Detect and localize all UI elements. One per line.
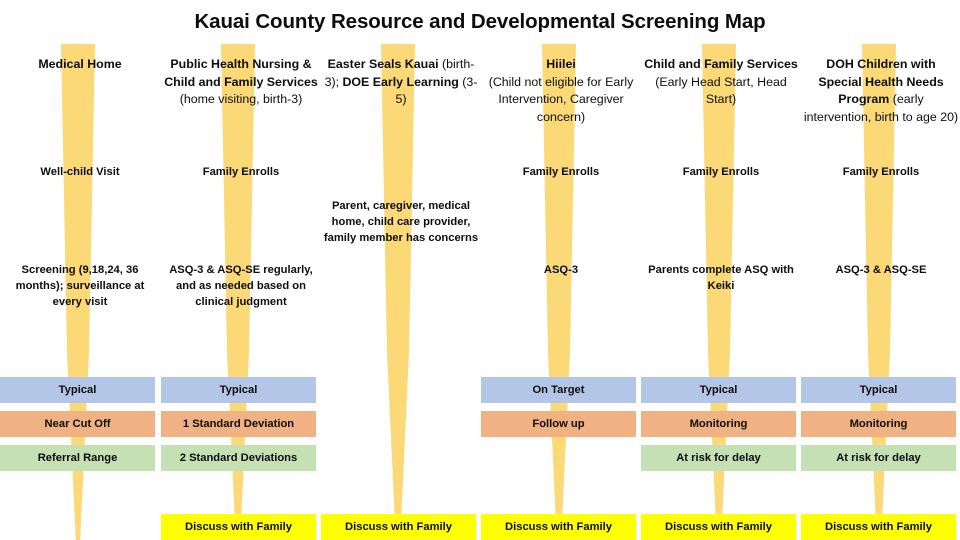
column-header-rest: (Child not eligible for Early Interventi… <box>488 74 634 124</box>
status-box-caution[interactable]: Monitoring <box>801 411 956 437</box>
column-public-health-nursing: Public Health Nursing & Child and Family… <box>161 0 321 540</box>
column-header-rest: (birth-3); <box>324 57 475 89</box>
column-header: Public Health Nursing & Child and Family… <box>163 56 319 109</box>
column-header-bold: DOH Children with Special Health Needs P… <box>818 57 944 106</box>
entry-step-label: Family Enrolls <box>842 166 920 178</box>
screening-tool-label: ASQ-3 <box>543 264 579 276</box>
status-box-referral[interactable]: At risk for delay <box>641 445 796 471</box>
status-box-typical[interactable]: Typical <box>161 377 316 403</box>
status-box-caution[interactable]: Follow up <box>481 411 636 437</box>
column-medical-home: Medical Home Well-child Visit Screening … <box>0 0 160 540</box>
column-header-rest: (Early Head Start, Head Start) <box>655 74 787 107</box>
column-header: Easter Seals Kauai (birth-3); DOE Early … <box>323 56 479 109</box>
status-box-referral[interactable]: 2 Standard Deviations <box>161 445 316 471</box>
column-header: Hiilei (Child not eligible for Early Inte… <box>483 56 639 126</box>
page-title: Kauai County Resource and Developmental … <box>194 10 766 33</box>
status-box-caution[interactable]: Near Cut Off <box>0 411 155 437</box>
column-header: Child and Family Services (Early Head St… <box>643 56 799 109</box>
entry-step-label: Well-child Visit <box>40 166 120 178</box>
column-doh-cshnp: DOH Children with Special Health Needs P… <box>801 0 960 540</box>
discuss-with-family-box[interactable]: Discuss with Family <box>641 514 796 540</box>
column-header-bold: Medical Home <box>38 57 122 71</box>
status-box-referral[interactable]: At risk for delay <box>801 445 956 471</box>
column-header-bold: Hiilei <box>546 57 576 71</box>
column-header-bold: Public Health Nursing & Child and Family… <box>164 57 318 89</box>
screening-tool-label: Screening (9,18,24, 36 months); surveill… <box>15 264 145 308</box>
status-box-referral[interactable]: Referral Range <box>0 445 155 471</box>
status-box-caution[interactable]: Monitoring <box>641 411 796 437</box>
column-header-rest-2: (3-5) <box>395 74 478 107</box>
entry-step-label: Family Enrolls <box>522 166 600 178</box>
column-header-bold-2: DOE Early Learning <box>342 74 459 89</box>
column-child-and-family-services: Child and Family Services (Early Head St… <box>641 0 801 540</box>
discuss-with-family-box[interactable]: Discuss with Family <box>161 514 316 540</box>
column-header-rest: (early intervention, birth to age 20) <box>803 92 959 124</box>
trigger-step-label: Parent, caregiver, medical home, child c… <box>323 200 479 244</box>
status-box-typical[interactable]: Typical <box>641 377 796 403</box>
discuss-with-family-box[interactable]: Discuss with Family <box>801 514 956 540</box>
column-header-bold: Easter Seals Kauai <box>327 57 439 71</box>
column-header: DOH Children with Special Health Needs P… <box>803 56 959 126</box>
screening-tool-label: Parents complete ASQ with Keiki <box>648 264 794 292</box>
column-easter-seals-kauai: Easter Seals Kauai (birth-3); DOE Early … <box>321 0 481 540</box>
column-header-rest: (home visiting, birth-3) <box>179 92 303 106</box>
column-hiilei: Hiilei (Child not eligible for Early Inte… <box>481 0 641 540</box>
discuss-with-family-box[interactable]: Discuss with Family <box>481 514 636 540</box>
screening-tool-label: ASQ-3 & ASQ-SE <box>835 264 927 276</box>
screening-tool-label: ASQ-3 & ASQ-SE regularly, and as needed … <box>169 264 313 308</box>
status-box-caution[interactable]: 1 Standard Deviation <box>161 411 316 437</box>
status-box-typical[interactable]: On Target <box>481 377 636 403</box>
column-header-bold: Child and Family Services <box>644 57 798 71</box>
entry-step-label: Family Enrolls <box>682 166 760 178</box>
entry-step-label: Family Enrolls <box>202 166 280 178</box>
status-box-typical[interactable]: Typical <box>0 377 155 403</box>
column-header: Medical Home <box>2 56 158 74</box>
status-box-typical[interactable]: Typical <box>801 377 956 403</box>
discuss-with-family-box[interactable]: Discuss with Family <box>321 514 476 540</box>
